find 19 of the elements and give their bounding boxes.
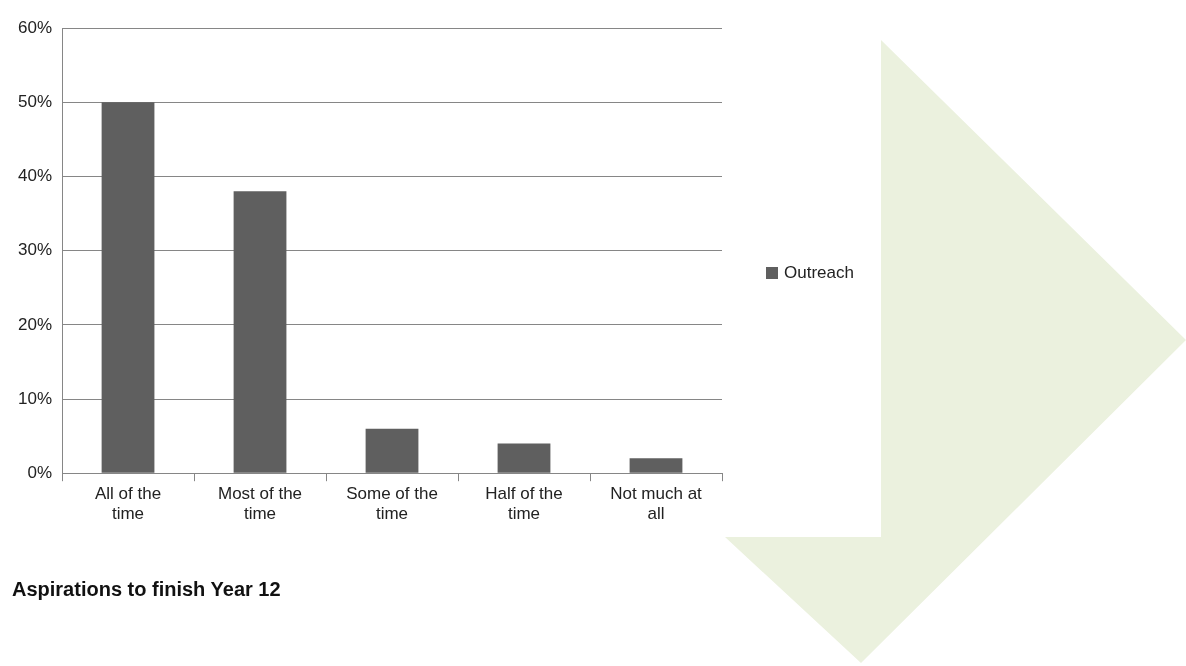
bar (101, 102, 155, 473)
y-tick-label: 40% (17, 166, 53, 186)
x-tick-label: All of the time (94, 484, 162, 524)
y-tick-label: 10% (17, 388, 53, 408)
y-tick-label: 60% (17, 17, 53, 37)
x-tick-label: Some of the time (346, 484, 438, 524)
y-tick-label: 30% (17, 240, 53, 260)
legend-label: Outreach (784, 263, 854, 283)
bar (497, 443, 551, 473)
y-tick-label: 20% (17, 314, 53, 334)
bar (233, 191, 287, 473)
x-tick-label: Most of the time (217, 484, 303, 524)
y-tick-label: 0% (27, 462, 53, 482)
x-tick-label: Half of the time (485, 484, 563, 524)
bar (365, 428, 419, 473)
text: Aspirations to finish Year 12 (12, 578, 281, 601)
bar (629, 458, 683, 473)
y-tick-label: 50% (17, 92, 53, 112)
x-tick-label: Not much at all (610, 484, 703, 524)
